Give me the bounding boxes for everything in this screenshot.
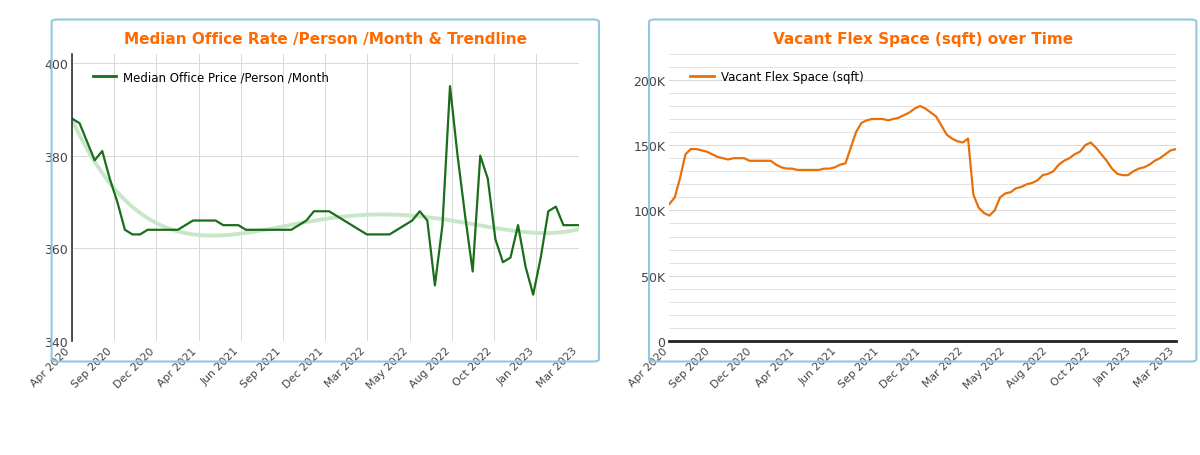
- Median Office Price /Person /Month: [406, 218, 420, 224]
- Legend: Median Office Price /Person /Month: Median Office Price /Person /Month: [88, 66, 334, 89]
- Median Office Price /Person /Month: [541, 209, 556, 214]
- Median Office Price /Person /Month: [571, 223, 586, 228]
- Median Office Price /Person /Month: [518, 264, 533, 270]
- Vacant Flex Space (sqft): [913, 104, 928, 110]
- Vacant Flex Space (sqft): [662, 202, 677, 207]
- Median Office Price /Person /Month: [526, 292, 540, 298]
- Vacant Flex Space (sqft): [881, 118, 895, 124]
- Vacant Flex Space (sqft): [924, 111, 938, 116]
- Line: Vacant Flex Space (sqft): Vacant Flex Space (sqft): [670, 107, 1176, 216]
- Legend: Vacant Flex Space (sqft): Vacant Flex Space (sqft): [685, 66, 869, 89]
- Vacant Flex Space (sqft): [1169, 147, 1183, 152]
- Line: Median Office Price /Person /Month: Median Office Price /Person /Month: [72, 87, 578, 295]
- Median Office Price /Person /Month: [473, 154, 487, 159]
- Vacant Flex Space (sqft): [732, 156, 746, 162]
- Median Office Price /Person /Month: [443, 84, 457, 90]
- Title: Median Office Rate /Person /Month & Trendline: Median Office Rate /Person /Month & Tren…: [124, 31, 527, 46]
- Vacant Flex Space (sqft): [806, 168, 821, 173]
- Vacant Flex Space (sqft): [1136, 165, 1151, 171]
- Median Office Price /Person /Month: [534, 255, 548, 261]
- Median Office Price /Person /Month: [65, 116, 79, 122]
- Median Office Price /Person /Month: [427, 283, 442, 288]
- Title: Vacant Flex Space (sqft) over Time: Vacant Flex Space (sqft) over Time: [773, 31, 1073, 46]
- Vacant Flex Space (sqft): [940, 133, 954, 138]
- Vacant Flex Space (sqft): [982, 213, 996, 219]
